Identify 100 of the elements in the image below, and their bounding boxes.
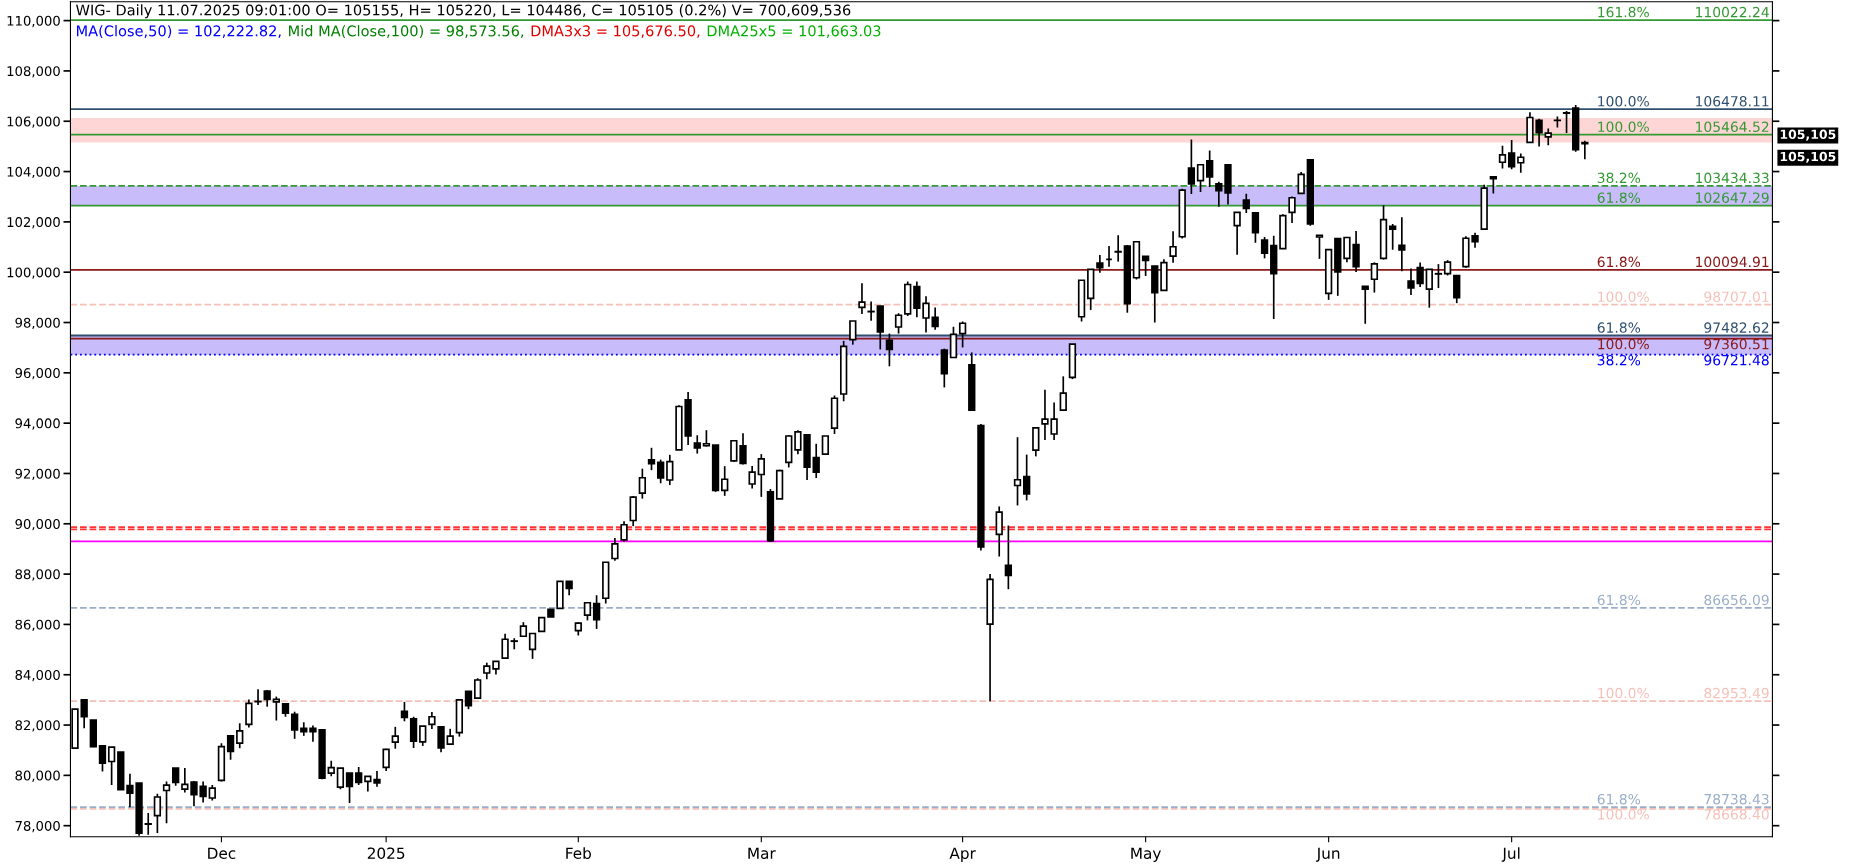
candlestick [153,792,162,834]
candlestick [1315,234,1324,260]
y-tick-label: 94,000 [15,418,60,430]
candlestick [1004,524,1013,591]
y-tick-label: 104,000 [7,166,60,179]
candlestick [721,465,729,497]
ref-line-label: 105464.52 [1696,121,1769,133]
candlestick [894,312,903,335]
y-tick-label: 82,000 [15,720,60,732]
candlestick [949,325,958,359]
ref-line-label: 86656.09 [1704,594,1769,606]
candlestick [1453,274,1461,304]
candlestick [940,347,948,389]
y-tick-label: 96,000 [15,368,60,380]
ref-line-label: 82953.49 [1704,687,1769,699]
annotation: 61.8% [1597,322,1641,333]
y-tick-label: 108,000 [7,66,60,78]
candlestick [162,780,171,825]
candlestick [1196,163,1205,193]
annotation: 61.8% [1597,594,1641,606]
candlestick [1242,192,1250,214]
candlestick [1032,427,1040,458]
candlestick [528,632,537,660]
candlestick [1288,195,1296,224]
ref-line-label: 106478.11 [1696,96,1769,107]
candlestick [611,537,619,562]
candlestick [1141,255,1150,277]
candlestick [1498,144,1507,170]
text: 105,105 [1780,151,1836,163]
candlestick [1187,138,1196,195]
x-tick-label: Jun [1315,847,1340,862]
candlestick [1562,110,1571,134]
candlestick [885,332,894,368]
x-tick-label: Feb [566,847,591,859]
ref-line-label: 100094.91 [1696,256,1769,268]
ref-line-label: 110022.24 [1696,6,1769,18]
y-tick-label: 92,000 [15,468,60,481]
candlestick [867,300,875,322]
candlestick [666,454,674,486]
candlestick [391,725,399,750]
candlestick [226,735,235,761]
ref-line-label: 96721.48 [1704,354,1769,366]
candlestick [1425,268,1433,309]
candlestick [80,699,88,730]
annotation: 100.0% [1598,121,1649,133]
candlestick [1260,236,1269,260]
ref-line-label: 78738.43 [1704,793,1769,805]
annotation: 100.0% [1598,291,1649,303]
candlestick [592,594,601,630]
candlestick [1169,230,1177,264]
y-tick-label: 106,000 [7,116,60,128]
chart-title: WIG- Daily 11.07.2025 09:01:00 O= 105155, H= 105220, L= 104486, C= 105105 (0.2%) V= 700,609,536 [76,4,851,19]
annotation: MA(Close,50) = 102,222.82, [76,25,281,39]
annotation: DMA25x5 = 101,663.03 [707,25,881,38]
candlestick [290,710,299,740]
x-tick-label: 2025 [367,847,405,859]
candlestick [958,320,967,349]
candlestick [1013,436,1022,507]
candlestick [1507,139,1516,171]
candlestick [629,495,637,527]
annotation: 61.8% [1597,192,1641,203]
annotation: 38.2% [1597,354,1641,366]
y-tick-label: 80,000 [15,770,60,782]
candlestick [849,320,857,346]
candlestick [1297,171,1305,195]
candlestick [1233,211,1241,256]
ref-line-label: 97360.51 [1704,338,1769,350]
candlestick [1517,152,1525,174]
x-tick-label: Jul [1501,847,1520,862]
y-tick-label: 84,000 [15,669,60,682]
annotation: 161.8% [1598,6,1649,18]
candlestick [821,435,830,455]
x-tick-label: May [1131,847,1161,862]
candlestick [1114,234,1122,263]
y-tick-label: 86,000 [15,619,60,631]
annotation: 100.0% [1598,338,1649,350]
candlestick [995,505,1003,558]
candlestick [638,467,647,500]
candlestick [473,677,482,700]
annotation: Mid MA(Close,100) = 98,573.56, [289,25,524,39]
text: 105,105 [1780,129,1836,141]
annotation: 100.0% [1598,687,1649,699]
candlestick [1215,181,1223,208]
candlestick [437,725,445,754]
candlestick [1022,453,1031,502]
candlestick [336,767,345,791]
candlestick [1251,211,1260,244]
y-tick-label: 88,000 [15,569,60,581]
annotation: 61.8% [1597,793,1641,805]
x-tick-label: Apr [949,847,976,862]
candlestick [419,725,427,747]
candlestick [1370,261,1379,294]
annotation: 61.8% [1597,256,1641,268]
annotation: 100.0% [1598,809,1649,820]
ref-line-label: 103434.33 [1696,172,1769,184]
y-tick-label: 98,000 [15,317,60,330]
candlestick [245,698,253,729]
candlestick [858,282,866,315]
candlestick [693,434,701,455]
candlestick [812,442,820,479]
